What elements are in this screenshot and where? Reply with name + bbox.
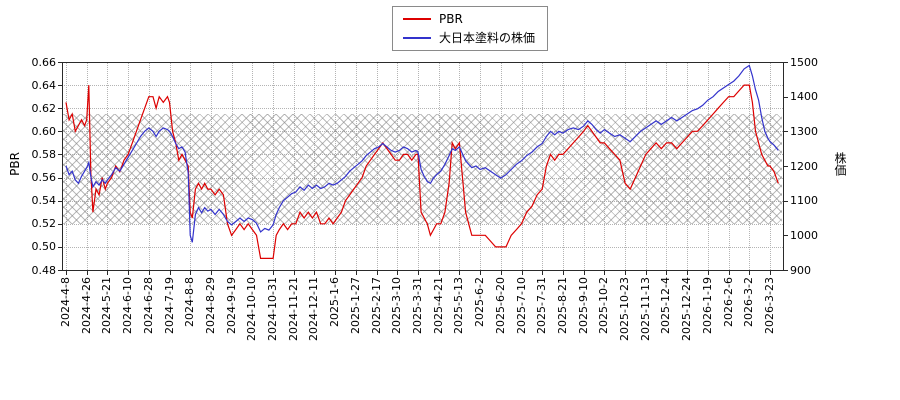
right-axis-tick <box>784 166 788 167</box>
left-axis-tick <box>58 108 62 110</box>
right-axis-tick-label: 1500 <box>790 55 818 69</box>
left-axis-tick <box>58 200 62 202</box>
left-axis-tick <box>58 62 62 63</box>
right-axis-tick <box>784 270 788 271</box>
x-axis-tick <box>376 271 378 275</box>
left-axis-tick <box>58 223 62 225</box>
plot-frame <box>62 62 784 271</box>
right-axis-tick <box>784 131 788 133</box>
right-axis-tick-label: 1200 <box>790 159 818 173</box>
gridline-horizontal <box>62 85 783 87</box>
x-axis-tick <box>645 271 647 275</box>
left-axis-tick <box>58 154 62 156</box>
left-axis-tick <box>58 131 62 133</box>
x-axis-tick <box>728 271 730 275</box>
right-axis-tick-label: 900 <box>790 263 811 277</box>
x-axis-tick <box>418 271 419 275</box>
x-axis-tick <box>459 271 461 275</box>
legend-item-stock-price: 大日本塗料の株価 <box>403 31 535 45</box>
left-axis-tick <box>58 177 62 179</box>
right-axis-tick-label: 1100 <box>790 194 818 208</box>
left-axis-tick-label: 0.66 <box>31 55 57 69</box>
x-axis-tick <box>666 271 668 275</box>
left-axis-tick-label: 0.58 <box>31 147 57 161</box>
x-axis-tick <box>583 271 585 275</box>
x-axis-tick <box>542 271 544 275</box>
stock-price-line <box>65 64 779 243</box>
left-axis-tick-label: 0.54 <box>31 194 57 208</box>
right-axis-title: 株価 <box>833 152 847 176</box>
x-axis-tick <box>66 271 67 275</box>
x-axis-tick <box>107 271 109 275</box>
gridline-horizontal <box>62 223 783 225</box>
right-axis-tick <box>784 200 788 202</box>
x-axis-tick <box>273 271 275 275</box>
right-axis-tick-label: 1000 <box>790 228 818 242</box>
x-axis-tick <box>500 271 502 275</box>
left-axis-tick-label: 0.56 <box>31 171 57 185</box>
gridline-horizontal <box>62 246 783 248</box>
stock-line-swatch <box>403 37 431 39</box>
legend-label-pbr: PBR <box>439 12 463 26</box>
x-axis-tick <box>749 271 751 275</box>
left-axis-tick-label: 0.64 <box>31 78 57 92</box>
x-axis-tick <box>86 271 88 275</box>
left-axis-tick-label: 0.60 <box>31 124 57 138</box>
x-axis-tick <box>128 271 130 275</box>
x-axis-tick <box>521 271 523 275</box>
legend-item-pbr: PBR <box>403 12 535 26</box>
left-axis-tick <box>58 270 62 271</box>
x-axis-tick <box>210 271 212 275</box>
hatched-band <box>63 114 782 224</box>
x-axis-tick <box>314 271 316 275</box>
right-axis-tick <box>784 96 788 98</box>
right-axis-tick-label: 1300 <box>790 124 818 138</box>
x-axis-tick <box>355 271 357 275</box>
x-axis-tick <box>148 271 150 275</box>
left-axis-tick <box>58 85 62 87</box>
left-axis-tick <box>58 246 62 248</box>
x-axis-tick <box>252 271 254 275</box>
pbr-line-swatch <box>403 18 431 20</box>
left-axis-tick-label: 0.62 <box>31 101 57 115</box>
x-axis-tick <box>770 271 771 275</box>
x-axis-tick <box>562 271 564 275</box>
x-axis-tick <box>604 271 606 275</box>
x-axis-tick <box>169 271 171 275</box>
chart-legend: PBR 大日本塗料の株価 <box>392 6 549 51</box>
left-axis-tick-label: 0.48 <box>31 263 57 277</box>
right-axis-tick <box>784 235 788 237</box>
x-axis-tick <box>625 271 627 275</box>
x-axis-tick <box>231 271 233 275</box>
legend-label-stock-price: 大日本塗料の株価 <box>439 31 536 45</box>
left-axis-tick-label: 0.52 <box>31 217 57 231</box>
pbr-line <box>65 84 779 259</box>
x-axis-tick <box>397 271 399 275</box>
x-axis-tick <box>707 271 709 275</box>
x-axis-tick <box>438 271 440 275</box>
x-axis-tick <box>293 271 295 275</box>
x-axis-tick <box>480 271 482 275</box>
left-axis-tick-label: 0.50 <box>31 240 57 254</box>
gridline-horizontal <box>62 108 783 110</box>
x-axis-tick <box>190 271 192 275</box>
right-axis-tick-label: 1400 <box>790 90 818 104</box>
x-axis-tick <box>687 271 689 275</box>
x-axis-tick <box>335 271 337 275</box>
right-axis-tick <box>784 62 788 63</box>
